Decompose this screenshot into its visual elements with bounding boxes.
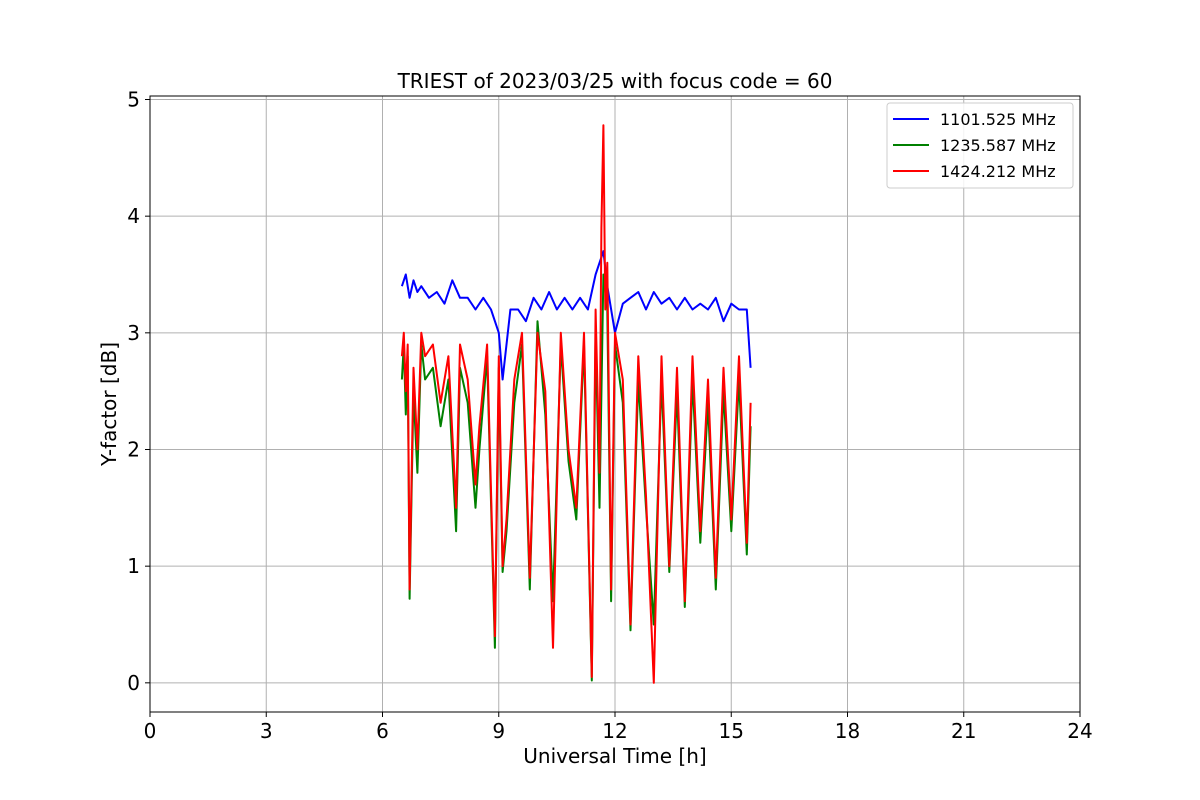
- x-tick-label: 18: [835, 719, 860, 743]
- y-tick-label: 2: [127, 438, 140, 462]
- legend-label-2: 1235.587 MHz: [940, 136, 1056, 155]
- legend: 1101.525 MHz 1235.587 MHz 1424.212 MHz: [886, 102, 1074, 189]
- x-tick-label: 21: [951, 719, 976, 743]
- y-tick-label: 3: [127, 321, 140, 345]
- x-tick-label: 3: [260, 719, 273, 743]
- x-tick-label: 0: [144, 719, 157, 743]
- y-axis-title: Y-factor [dB]: [97, 342, 121, 467]
- y-tick-label: 0: [127, 671, 140, 695]
- chart-title: TRIEST of 2023/03/25 with focus code = 6…: [397, 69, 833, 93]
- x-tick-label: 6: [376, 719, 389, 743]
- series-line-1: [400, 250, 752, 381]
- x-tick-label: 12: [602, 719, 627, 743]
- x-axis-title: Universal Time [h]: [523, 744, 706, 768]
- x-tick-label: 24: [1067, 719, 1092, 743]
- series-line-3: [400, 124, 752, 684]
- y-tick-label: 1: [127, 554, 140, 578]
- legend-label-1: 1101.525 MHz: [940, 110, 1056, 129]
- legend-box: [886, 102, 1074, 189]
- x-tick-label: 15: [719, 719, 744, 743]
- series-layer: [400, 124, 752, 684]
- y-tick-label: 5: [127, 88, 140, 112]
- legend-label-3: 1424.212 MHz: [940, 162, 1056, 181]
- y-tick-label: 4: [127, 204, 140, 228]
- x-tick-label: 9: [492, 719, 505, 743]
